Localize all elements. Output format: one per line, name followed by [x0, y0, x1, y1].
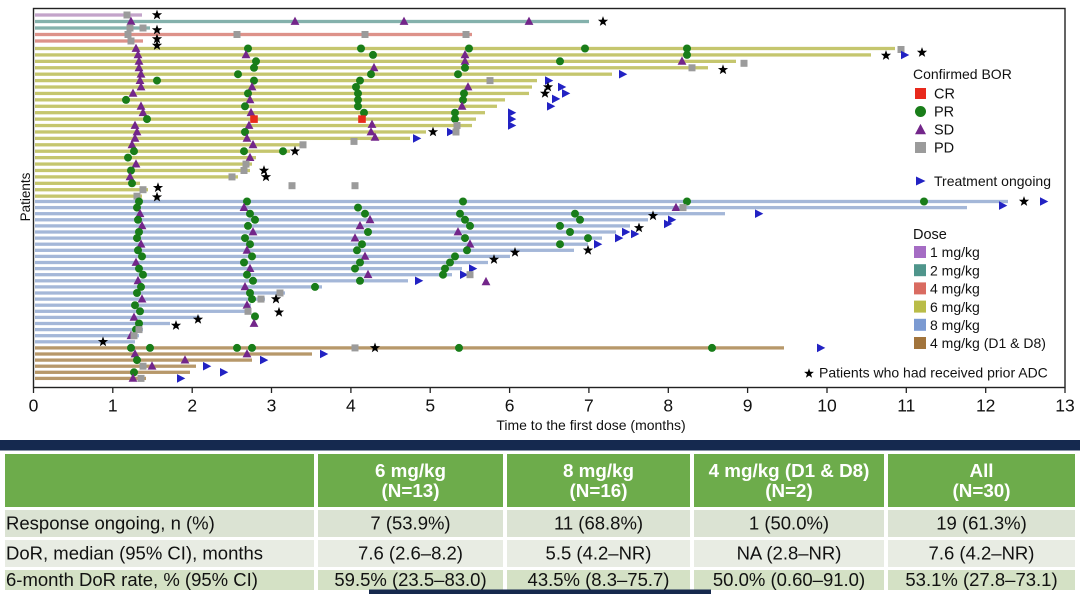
svg-text:6 mg/kg: 6 mg/kg: [930, 299, 980, 315]
svg-text:(N=13): (N=13): [382, 480, 440, 501]
svg-text:53.1% (27.8–73.1): 53.1% (27.8–73.1): [905, 569, 1057, 590]
svg-text:1 mg/kg: 1 mg/kg: [930, 244, 980, 260]
svg-text:4 mg/kg: 4 mg/kg: [930, 281, 980, 297]
svg-text:Time to the first dose (months: Time to the first dose (months): [496, 417, 685, 433]
svg-text:NA (2.8–NR): NA (2.8–NR): [737, 543, 842, 564]
svg-text:9: 9: [743, 396, 753, 416]
svg-text:Dose: Dose: [913, 227, 947, 243]
svg-text:59.5% (23.5–83.0): 59.5% (23.5–83.0): [334, 569, 486, 590]
svg-text:CR: CR: [934, 87, 955, 103]
svg-text:Treatment ongoing: Treatment ongoing: [934, 173, 1051, 189]
svg-text:1: 1: [108, 396, 118, 416]
svg-text:0: 0: [29, 396, 39, 416]
svg-text:(N=30): (N=30): [953, 480, 1011, 501]
svg-text:10: 10: [817, 396, 837, 416]
svg-text:12: 12: [976, 396, 995, 416]
svg-text:7 (53.9%): 7 (53.9%): [370, 513, 450, 534]
svg-text:4 mg/kg (D1 & D8): 4 mg/kg (D1 & D8): [709, 460, 870, 481]
svg-text:7.6 (4.2–NR): 7.6 (4.2–NR): [929, 543, 1035, 564]
svg-text:SD: SD: [934, 123, 954, 139]
svg-text:PD: PD: [934, 141, 954, 157]
svg-text:6-month DoR rate, % (95% CI): 6-month DoR rate, % (95% CI): [6, 569, 258, 590]
svg-text:7.6 (2.6–8.2): 7.6 (2.6–8.2): [358, 543, 463, 564]
svg-text:(N=2): (N=2): [765, 480, 813, 501]
svg-text:8: 8: [663, 396, 673, 416]
svg-text:Response ongoing, n (%): Response ongoing, n (%): [6, 513, 215, 534]
svg-text:Confirmed BOR: Confirmed BOR: [913, 66, 1012, 82]
svg-text:7: 7: [584, 396, 594, 416]
svg-text:4: 4: [346, 396, 356, 416]
svg-text:13: 13: [1055, 396, 1074, 416]
svg-text:11: 11: [897, 396, 915, 416]
svg-text:43.5% (8.3–75.7): 43.5% (8.3–75.7): [528, 569, 670, 590]
svg-text:1 (50.0%): 1 (50.0%): [749, 513, 829, 534]
svg-text:All: All: [970, 460, 994, 481]
svg-text:19 (61.3%): 19 (61.3%): [936, 513, 1027, 534]
svg-text:PR: PR: [934, 105, 954, 121]
svg-text:4 mg/kg (D1 & D8): 4 mg/kg (D1 & D8): [930, 335, 1046, 351]
svg-text:50.0% (0.60–91.0): 50.0% (0.60–91.0): [713, 569, 865, 590]
svg-text:8 mg/kg: 8 mg/kg: [563, 460, 634, 481]
svg-text:(N=16): (N=16): [570, 480, 628, 501]
svg-text:5.5 (4.2–NR): 5.5 (4.2–NR): [546, 543, 652, 564]
svg-text:Patients: Patients: [18, 172, 33, 221]
svg-text:6 mg/kg: 6 mg/kg: [375, 460, 446, 481]
svg-text:DoR, median (95% CI), months: DoR, median (95% CI), months: [6, 543, 263, 564]
svg-text:11 (68.8%): 11 (68.8%): [554, 513, 643, 534]
svg-text:Patients who had received prio: Patients who had received prior ADC: [819, 365, 1048, 381]
svg-text:3: 3: [267, 396, 277, 416]
svg-text:2 mg/kg: 2 mg/kg: [930, 262, 980, 278]
svg-text:8 mg/kg: 8 mg/kg: [930, 317, 980, 333]
svg-text:5: 5: [425, 396, 435, 416]
svg-text:6: 6: [505, 396, 515, 416]
svg-text:2: 2: [187, 396, 197, 416]
